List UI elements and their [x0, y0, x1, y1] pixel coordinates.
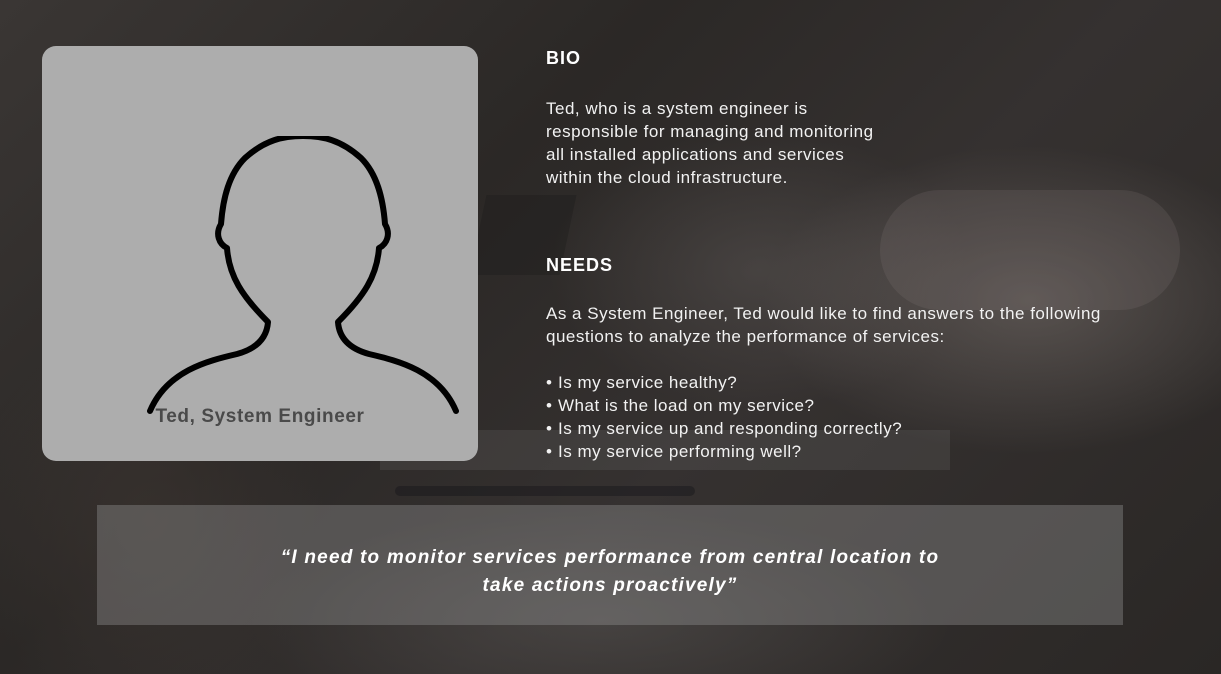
list-item: • Is my service healthy? — [546, 371, 902, 394]
bullet-icon: • — [546, 442, 553, 461]
bio-line: within the cloud infrastructure. — [546, 168, 788, 187]
background-pen — [395, 486, 695, 496]
quote-line: “I need to monitor services performance … — [280, 547, 940, 568]
persona-card: Ted, System Engineer — [42, 46, 478, 461]
persona-caption: Ted, System Engineer — [155, 406, 365, 427]
quote-line: take actions proactively” — [482, 575, 738, 596]
bullet-icon: • — [546, 396, 553, 415]
needs-list: • Is my service healthy? • What is the loa… — [546, 371, 902, 463]
quote-box: “I need to monitor services performance … — [97, 505, 1123, 625]
list-item: • What is the load on my service? — [546, 394, 902, 417]
list-item: • Is my service performing well? — [546, 440, 902, 463]
needs-intro: As a System Engineer, Ted would like to … — [546, 302, 1186, 348]
needs-heading: NEEDS — [546, 255, 614, 275]
list-item-text: Is my service performing well? — [558, 442, 802, 461]
list-item: • Is my service up and responding correct… — [546, 417, 902, 440]
bio-line: all installed applications and services — [546, 145, 845, 164]
user-silhouette-icon — [147, 136, 459, 414]
needs-intro-line: questions to analyze the performance of … — [546, 327, 945, 346]
bio-line: responsible for managing and monitoring — [546, 122, 874, 141]
bullet-icon: • — [546, 419, 553, 438]
bio-heading: BIO — [546, 48, 582, 68]
list-item-text: What is the load on my service? — [558, 396, 815, 415]
background-hand — [880, 190, 1180, 310]
list-item-text: Is my service up and responding correctl… — [558, 419, 903, 438]
bullet-icon: • — [546, 373, 553, 392]
list-item-text: Is my service healthy? — [558, 373, 738, 392]
needs-intro-line: As a System Engineer, Ted would like to … — [546, 304, 1101, 323]
bio-text: Ted, who is a system engineer is respons… — [546, 97, 926, 189]
bio-line: Ted, who is a system engineer is — [546, 99, 808, 118]
quote-text: “I need to monitor services performance … — [97, 544, 1123, 600]
